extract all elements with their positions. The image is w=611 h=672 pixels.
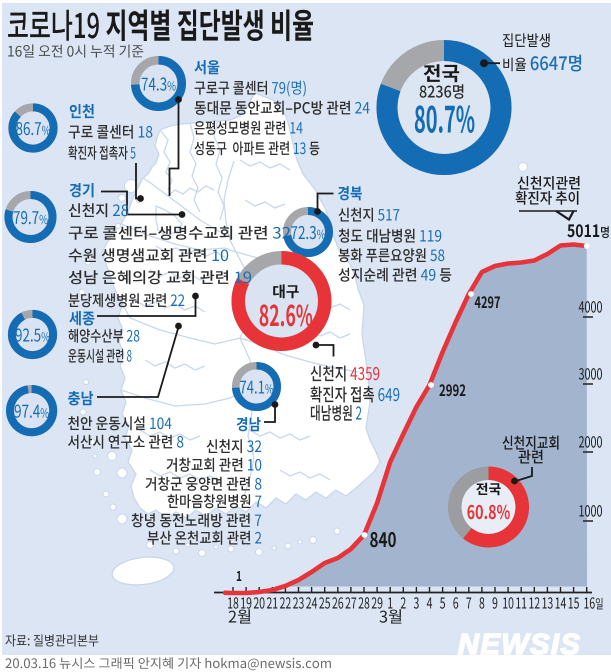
- svg-text:NEWSIS: NEWSIS: [458, 629, 581, 661]
